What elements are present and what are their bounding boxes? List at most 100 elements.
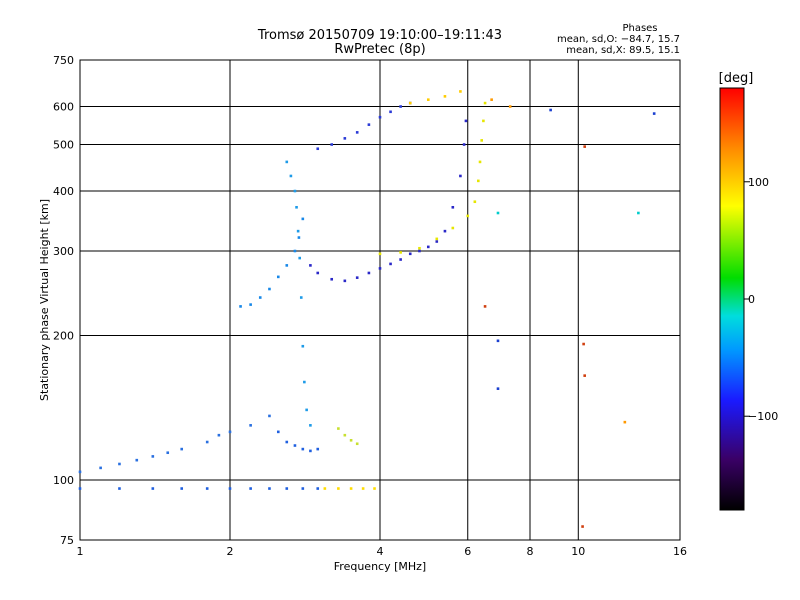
data-point bbox=[309, 264, 312, 267]
data-point bbox=[477, 179, 480, 183]
data-point bbox=[581, 525, 584, 528]
data-point bbox=[508, 105, 512, 108]
data-point bbox=[435, 240, 439, 243]
data-point bbox=[301, 344, 305, 348]
data-point bbox=[399, 251, 402, 254]
data-point bbox=[301, 217, 305, 221]
data-point bbox=[343, 279, 347, 283]
axis-ticks: 1 2 4 6 8 10 16 75 100 200 300 400 500 600 750 bbox=[53, 54, 687, 558]
data-point bbox=[466, 214, 470, 218]
data-point bbox=[285, 160, 289, 164]
data-point bbox=[451, 205, 455, 209]
y-axis-label: Stationary phase Virtual Height [km] bbox=[38, 199, 51, 401]
data-point bbox=[355, 276, 359, 279]
data-point bbox=[330, 277, 334, 281]
data-point bbox=[480, 139, 484, 142]
data-point bbox=[343, 137, 347, 140]
data-point bbox=[583, 145, 586, 148]
data-point bbox=[296, 229, 300, 233]
data-point bbox=[180, 447, 184, 451]
data-point bbox=[285, 440, 289, 444]
data-point bbox=[180, 487, 184, 490]
data-point bbox=[483, 101, 487, 105]
data-point bbox=[637, 211, 640, 215]
data-point bbox=[249, 424, 252, 427]
data-point bbox=[343, 433, 347, 437]
chart-subtitle: RwPretec (8p) bbox=[334, 42, 425, 57]
x-tick-label: 8 bbox=[527, 545, 534, 558]
data-point bbox=[258, 296, 262, 299]
data-point bbox=[459, 90, 462, 93]
data-point bbox=[309, 424, 312, 427]
data-point bbox=[426, 245, 430, 249]
data-point bbox=[483, 305, 487, 308]
data-point bbox=[490, 98, 493, 101]
x-tick-label: 16 bbox=[673, 545, 687, 558]
data-point bbox=[276, 275, 280, 279]
data-point bbox=[361, 487, 365, 490]
data-point bbox=[205, 487, 209, 490]
data-point bbox=[268, 287, 271, 291]
data-point bbox=[78, 470, 82, 474]
data-point bbox=[496, 339, 500, 343]
y-tick-label: 600 bbox=[53, 101, 74, 114]
data-point bbox=[378, 267, 382, 270]
data-point bbox=[473, 200, 477, 204]
data-point bbox=[285, 264, 289, 267]
y-tick-label: 400 bbox=[53, 185, 74, 198]
colorbar bbox=[719, 87, 745, 511]
data-point bbox=[378, 115, 382, 119]
phase-box-line-o: mean, sd,O: −84.7, 15.7 bbox=[557, 34, 680, 45]
data-point bbox=[582, 342, 585, 346]
data-point bbox=[268, 414, 271, 418]
data-point bbox=[303, 380, 306, 384]
data-point bbox=[301, 487, 305, 490]
data-point bbox=[451, 226, 455, 230]
data-point bbox=[323, 487, 327, 490]
data-point bbox=[496, 387, 500, 390]
data-point bbox=[337, 487, 340, 490]
data-point bbox=[295, 205, 298, 209]
colorbar-tick-label: 100 bbox=[748, 176, 769, 189]
data-point bbox=[459, 174, 462, 178]
data-point bbox=[389, 110, 392, 114]
data-point bbox=[330, 143, 334, 146]
data-point bbox=[349, 487, 353, 490]
data-point bbox=[378, 252, 382, 256]
data-point bbox=[482, 119, 485, 123]
data-point bbox=[309, 449, 312, 453]
x-tick-label: 10 bbox=[571, 545, 585, 558]
data-point bbox=[399, 105, 402, 108]
data-point bbox=[464, 119, 468, 123]
data-point bbox=[151, 487, 155, 490]
y-tick-label: 750 bbox=[53, 54, 74, 67]
y-tick-label: 100 bbox=[53, 474, 74, 487]
data-point bbox=[249, 487, 252, 490]
data-point bbox=[367, 271, 371, 275]
data-point bbox=[623, 420, 627, 424]
x-tick-label: 1 bbox=[77, 545, 84, 558]
data-point bbox=[268, 487, 271, 490]
data-point bbox=[418, 249, 421, 253]
phase-box-line-x: mean, sd,X: 89.5, 15.1 bbox=[566, 45, 680, 56]
data-point bbox=[316, 147, 320, 151]
data-point bbox=[337, 427, 340, 430]
data-points bbox=[78, 90, 656, 528]
data-point bbox=[496, 211, 500, 215]
data-point bbox=[316, 271, 320, 275]
data-point bbox=[118, 487, 121, 490]
grid-lines bbox=[80, 60, 680, 540]
x-tick-label: 2 bbox=[227, 545, 234, 558]
data-point bbox=[239, 305, 242, 308]
data-point bbox=[367, 123, 371, 126]
data-point bbox=[462, 143, 466, 146]
data-point bbox=[349, 438, 353, 442]
data-point bbox=[228, 487, 232, 490]
x-tick-label: 6 bbox=[464, 545, 471, 558]
data-point bbox=[418, 246, 421, 250]
colorbar-ticks: 100 0 −100 bbox=[744, 176, 778, 423]
data-point bbox=[293, 189, 297, 193]
data-point bbox=[151, 455, 155, 458]
data-point bbox=[135, 458, 139, 462]
